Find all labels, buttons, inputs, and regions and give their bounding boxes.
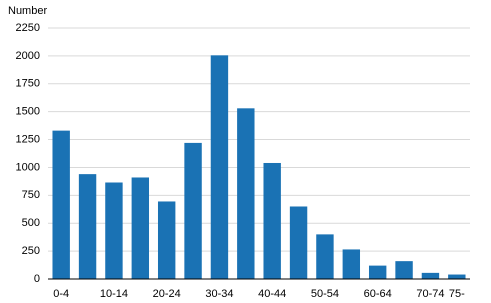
y-tick-label: 1750: [16, 78, 40, 90]
x-tick-label: 70-74: [416, 288, 444, 300]
x-tick-label: 10-14: [100, 288, 128, 300]
bar: [421, 272, 440, 279]
x-tick-label: 20-24: [153, 288, 181, 300]
bar: [342, 249, 361, 279]
y-tick-label: 0: [34, 273, 40, 285]
x-tick-label: 30-34: [205, 288, 233, 300]
y-tick-label: 2000: [16, 50, 40, 62]
bar: [184, 142, 202, 279]
bar: [316, 234, 334, 279]
x-tick-label: 50-54: [311, 288, 339, 300]
y-tick-label: 1500: [16, 106, 40, 118]
bar: [157, 201, 176, 279]
y-tick-label: 500: [22, 217, 40, 229]
y-tick-label: 250: [22, 245, 40, 257]
bar: [237, 108, 255, 279]
x-tick-label: 0-4: [53, 288, 69, 300]
y-tick-label: 750: [22, 189, 40, 201]
x-tick-label: 60-64: [364, 288, 392, 300]
bar: [289, 206, 308, 279]
bar: [105, 182, 123, 279]
x-tick-label: 40-44: [258, 288, 286, 300]
y-tick-label: 1250: [16, 133, 40, 145]
x-tick-label: 75-: [449, 288, 465, 300]
bar: [78, 174, 97, 279]
bar: [395, 261, 413, 279]
bar: [131, 177, 150, 279]
bar: [368, 265, 387, 279]
bar: [52, 130, 70, 279]
bar: [448, 274, 466, 279]
y-tick-label: 1000: [16, 161, 40, 173]
bar: [263, 162, 281, 279]
y-axis-label: Number: [8, 5, 47, 17]
bar: [210, 55, 229, 279]
y-tick-label: 2250: [16, 22, 40, 34]
